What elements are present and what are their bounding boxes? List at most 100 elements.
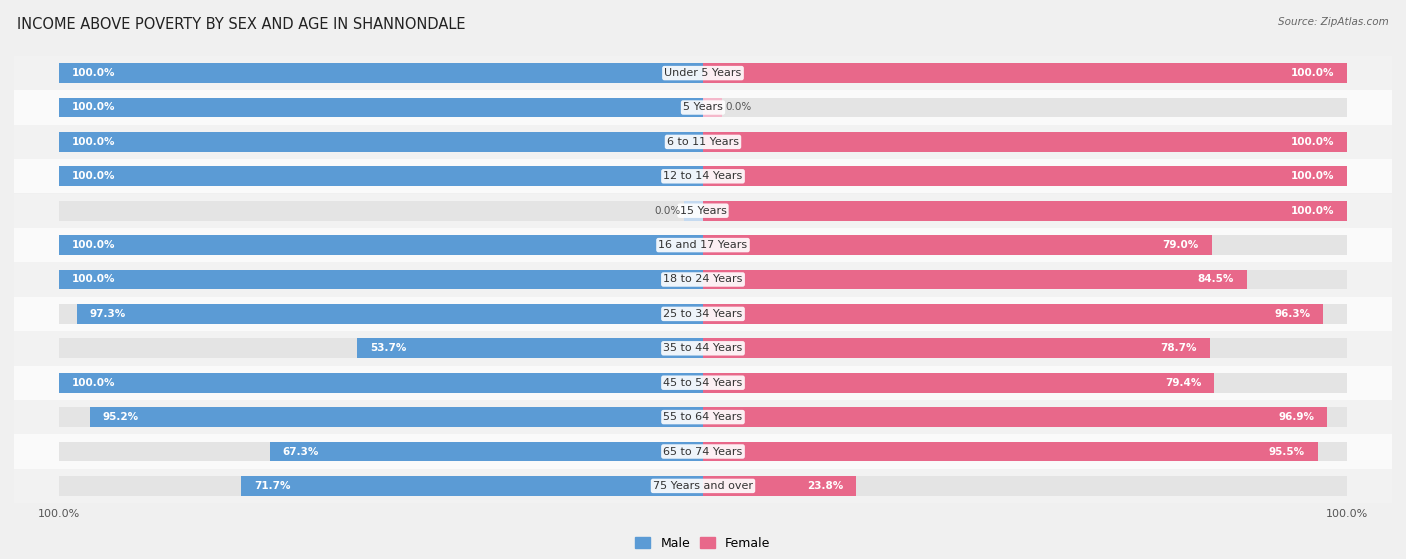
Text: 5 Years: 5 Years [683, 102, 723, 112]
Bar [59, 304, 703, 324]
Text: 23.8%: 23.8% [807, 481, 844, 491]
Bar [59, 235, 703, 255]
Text: 18 to 24 Years: 18 to 24 Years [664, 274, 742, 285]
Bar [703, 442, 1347, 462]
Bar [59, 97, 703, 117]
Bar [683, 201, 703, 221]
Text: 65 to 74 Years: 65 to 74 Years [664, 447, 742, 457]
Text: 35 to 44 Years: 35 to 44 Years [664, 343, 742, 353]
Bar [0, 228, 1406, 262]
Text: 6 to 11 Years: 6 to 11 Years [666, 137, 740, 147]
Text: 100.0%: 100.0% [1291, 137, 1334, 147]
Text: INCOME ABOVE POVERTY BY SEX AND AGE IN SHANNONDALE: INCOME ABOVE POVERTY BY SEX AND AGE IN S… [17, 17, 465, 32]
Bar [703, 338, 1209, 358]
Bar [0, 91, 1406, 125]
Bar [703, 407, 1327, 427]
Bar [703, 338, 1347, 358]
Text: 0.0%: 0.0% [725, 102, 752, 112]
Text: 96.3%: 96.3% [1274, 309, 1310, 319]
Bar [0, 56, 1406, 91]
Text: 0.0%: 0.0% [654, 206, 681, 216]
Bar [0, 159, 1406, 193]
Bar [703, 269, 1347, 290]
Bar [0, 125, 1406, 159]
Bar [59, 373, 703, 392]
Bar [59, 132, 703, 152]
Bar [59, 269, 703, 290]
Bar [357, 338, 703, 358]
Text: 55 to 64 Years: 55 to 64 Years [664, 412, 742, 422]
Text: 95.5%: 95.5% [1268, 447, 1305, 457]
Bar [59, 201, 703, 221]
Legend: Male, Female: Male, Female [630, 532, 776, 555]
Bar [703, 63, 1347, 83]
Bar [703, 201, 1347, 221]
Text: 100.0%: 100.0% [1291, 206, 1334, 216]
Text: 45 to 54 Years: 45 to 54 Years [664, 378, 742, 388]
Text: 16 and 17 Years: 16 and 17 Years [658, 240, 748, 250]
Bar [703, 235, 1347, 255]
Bar [703, 97, 723, 117]
Bar [703, 304, 1347, 324]
Bar [59, 167, 703, 186]
Text: 100.0%: 100.0% [1291, 68, 1334, 78]
Bar [703, 201, 1347, 221]
Bar [703, 167, 1347, 186]
Text: 71.7%: 71.7% [254, 481, 291, 491]
Bar [59, 97, 703, 117]
Bar [59, 132, 703, 152]
Bar [0, 262, 1406, 297]
Bar [703, 269, 1247, 290]
Bar [242, 476, 703, 496]
Bar [76, 304, 703, 324]
Bar [0, 331, 1406, 366]
Bar [703, 63, 1347, 83]
Bar [703, 442, 1317, 462]
Text: 96.9%: 96.9% [1278, 412, 1315, 422]
Bar [0, 193, 1406, 228]
Text: 12 to 14 Years: 12 to 14 Years [664, 171, 742, 181]
Text: 75 Years and over: 75 Years and over [652, 481, 754, 491]
Bar [0, 468, 1406, 503]
Bar [703, 476, 1347, 496]
Text: 100.0%: 100.0% [72, 171, 115, 181]
Bar [59, 269, 703, 290]
Bar [59, 63, 703, 83]
Bar [0, 400, 1406, 434]
Text: 100.0%: 100.0% [1291, 171, 1334, 181]
Bar [59, 338, 703, 358]
Bar [703, 373, 1215, 392]
Text: 100.0%: 100.0% [72, 274, 115, 285]
Text: 79.4%: 79.4% [1166, 378, 1201, 388]
Bar [270, 442, 703, 462]
Bar [59, 373, 703, 392]
Bar [703, 97, 1347, 117]
Bar [703, 132, 1347, 152]
Text: 100.0%: 100.0% [72, 102, 115, 112]
Text: Source: ZipAtlas.com: Source: ZipAtlas.com [1278, 17, 1389, 27]
Bar [0, 434, 1406, 468]
Bar [59, 167, 703, 186]
Text: 84.5%: 84.5% [1198, 274, 1234, 285]
Bar [703, 235, 1212, 255]
Bar [703, 373, 1347, 392]
Bar [0, 297, 1406, 331]
Bar [59, 476, 703, 496]
Text: 100.0%: 100.0% [72, 378, 115, 388]
Bar [703, 476, 856, 496]
Text: 67.3%: 67.3% [283, 447, 319, 457]
Bar [59, 407, 703, 427]
Text: 15 Years: 15 Years [679, 206, 727, 216]
Bar [703, 304, 1323, 324]
Bar [0, 366, 1406, 400]
Text: 53.7%: 53.7% [370, 343, 406, 353]
Bar [703, 132, 1347, 152]
Text: 100.0%: 100.0% [72, 68, 115, 78]
Bar [703, 167, 1347, 186]
Text: 79.0%: 79.0% [1163, 240, 1199, 250]
Text: 97.3%: 97.3% [90, 309, 125, 319]
Text: 25 to 34 Years: 25 to 34 Years [664, 309, 742, 319]
Bar [59, 442, 703, 462]
Text: Under 5 Years: Under 5 Years [665, 68, 741, 78]
Text: 100.0%: 100.0% [72, 137, 115, 147]
